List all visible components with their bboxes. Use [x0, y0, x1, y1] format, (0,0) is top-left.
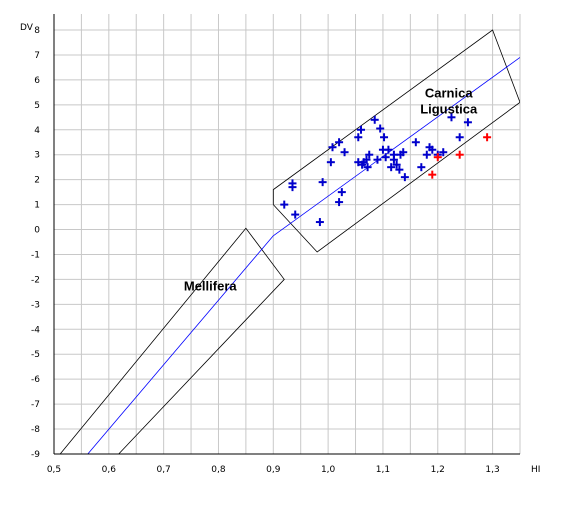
data-point	[340, 148, 349, 157]
data-point	[357, 125, 366, 134]
data-point	[335, 198, 344, 207]
data-point	[392, 160, 401, 169]
data-point	[439, 148, 448, 157]
x-tick-label: 0,7	[156, 465, 170, 475]
region-boundary	[272, 29, 520, 253]
data-point	[363, 163, 372, 172]
x-tick-label: 1,0	[321, 465, 336, 475]
data-point	[455, 150, 464, 159]
data-point	[395, 165, 404, 174]
y-tick-label: 2	[34, 176, 40, 186]
y-tick-label: -7	[31, 400, 40, 410]
data-point	[376, 124, 385, 133]
x-tick-labels: 0,5 0,6 0,7 0,8 0,9 1,0 1,1 1,2 1,3	[47, 465, 500, 475]
region-center-line	[273, 57, 520, 237]
data-point	[428, 170, 437, 179]
region-center-line	[87, 235, 274, 454]
data-point	[280, 200, 289, 209]
x-tick-label: 1,3	[485, 465, 499, 475]
axes	[53, 14, 520, 455]
data-point	[362, 155, 371, 164]
data-point	[433, 153, 442, 162]
y-tick-label: 8	[34, 26, 40, 36]
data-point	[335, 138, 344, 147]
y-tick-labels: 8 7 6 5 4 3 2 1 0 -1 -2 -3 -4 -5 -6 -7 -8 -9	[31, 26, 40, 460]
data-point	[370, 115, 379, 124]
region-label: Ligustica	[420, 101, 478, 116]
region-label: Carnica	[425, 85, 473, 100]
x-axis-label: HI	[531, 465, 540, 475]
data-point	[384, 145, 393, 154]
data-point	[400, 173, 409, 182]
y-tick-label: -1	[31, 250, 40, 260]
data-point	[447, 113, 456, 122]
x-tick-label: 1,1	[376, 465, 390, 475]
data-point	[288, 179, 297, 188]
data-point	[411, 138, 420, 147]
data-point	[422, 150, 431, 159]
data-point	[483, 133, 492, 142]
y-tick-label: -5	[31, 350, 40, 360]
data-point	[337, 188, 346, 197]
y-tick-label: -8	[31, 425, 40, 435]
y-tick-label: -6	[31, 375, 40, 385]
data-point	[373, 155, 382, 164]
y-tick-label: -9	[31, 450, 40, 460]
y-axis-label: DV	[20, 23, 34, 33]
region-boundary	[59, 227, 285, 454]
x-tick-label: 0,5	[47, 465, 61, 475]
y-tick-label: 4	[34, 126, 40, 136]
discriminant-regions	[59, 29, 520, 454]
data-point	[417, 163, 426, 172]
y-tick-label: -3	[31, 300, 40, 310]
data-point	[365, 150, 374, 159]
y-tick-label: -2	[31, 275, 40, 285]
y-tick-label: 1	[34, 201, 40, 211]
region-label: Mellifera	[184, 279, 238, 294]
y-tick-label: -4	[31, 325, 40, 335]
data-point	[463, 118, 472, 127]
gridlines	[54, 14, 521, 454]
x-tick-label: 0,9	[266, 465, 281, 475]
data-point	[381, 153, 390, 162]
data-points	[280, 113, 492, 227]
y-tick-label: 3	[34, 151, 40, 161]
y-tick-label: 7	[34, 51, 40, 61]
data-point	[328, 143, 337, 152]
data-point	[291, 210, 300, 219]
data-point	[354, 133, 363, 142]
data-point	[387, 163, 396, 172]
data-point	[380, 133, 389, 142]
data-point	[428, 145, 437, 154]
x-tick-label: 1,2	[431, 465, 445, 475]
y-tick-label: 5	[34, 101, 40, 111]
x-tick-label: 0,8	[211, 465, 226, 475]
y-tick-label: 6	[34, 76, 40, 86]
data-point	[318, 178, 327, 187]
data-point	[399, 148, 408, 157]
x-tick-label: 0,6	[102, 465, 117, 475]
y-tick-label: 0	[34, 226, 40, 236]
data-point	[455, 133, 464, 142]
data-point	[326, 158, 335, 167]
data-point	[315, 218, 324, 227]
